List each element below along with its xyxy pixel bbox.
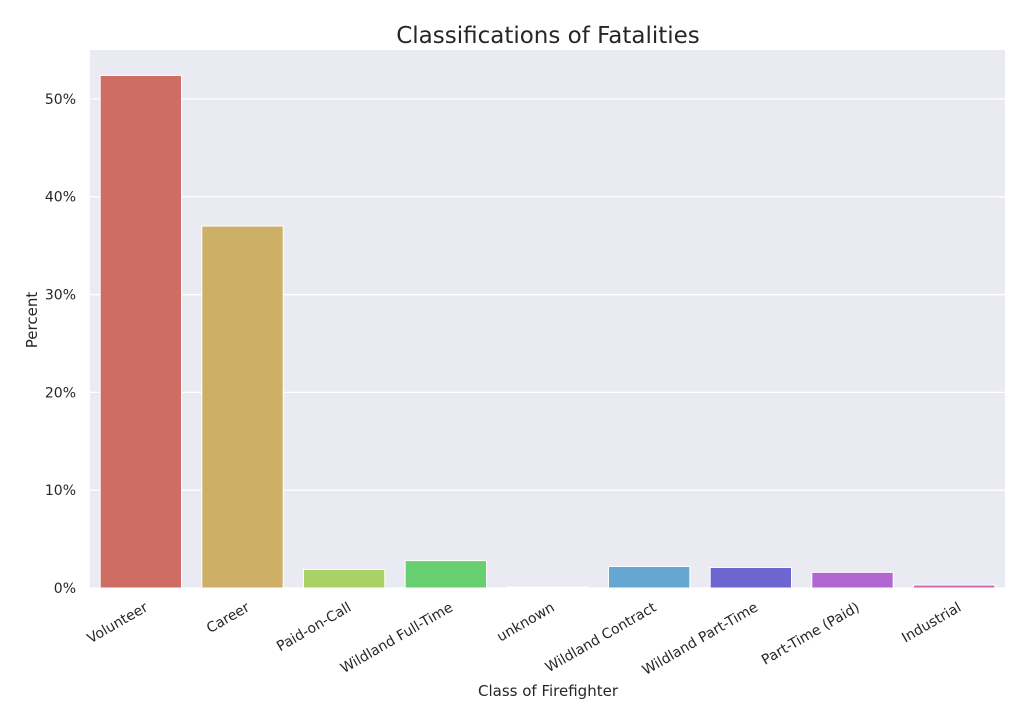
bar-volunteer bbox=[99, 74, 182, 589]
x-axis-label: Class of Firefighter bbox=[478, 682, 619, 700]
x-tick-label: unknown bbox=[494, 600, 557, 646]
x-tick-label: Part-Time (Paid) bbox=[759, 600, 862, 669]
bar-industrial bbox=[913, 584, 996, 589]
x-tick-label: Industrial bbox=[899, 600, 964, 647]
chart-title: Classifications of Fatalities bbox=[396, 23, 700, 49]
bars bbox=[99, 74, 996, 589]
y-axis-ticks: 0% 10% 20% 30% 40% 50% bbox=[45, 92, 76, 597]
bar-paid-on-call bbox=[303, 568, 386, 589]
bar-wildland-contract bbox=[608, 565, 691, 589]
x-tick-label: Volunteer bbox=[85, 599, 151, 647]
bar-career bbox=[201, 225, 284, 589]
x-tick-label: Career bbox=[204, 599, 253, 636]
y-tick-label: 40% bbox=[45, 190, 76, 206]
y-tick-label: 20% bbox=[45, 385, 76, 401]
bar-wildland-part-time bbox=[709, 566, 793, 589]
bar-unknown bbox=[506, 586, 589, 589]
y-axis-label: Percent bbox=[23, 292, 41, 349]
y-tick-label: 10% bbox=[45, 483, 76, 499]
y-tick-label: 0% bbox=[54, 581, 76, 597]
y-tick-label: 30% bbox=[45, 288, 76, 304]
x-tick-label: Wildland Full-Time bbox=[338, 600, 456, 677]
y-tick-label: 50% bbox=[45, 92, 76, 108]
x-tick-label: Paid-on-Call bbox=[274, 600, 354, 655]
bar-wildland-full-time bbox=[404, 560, 487, 589]
bar-part-time-paid bbox=[811, 571, 894, 589]
